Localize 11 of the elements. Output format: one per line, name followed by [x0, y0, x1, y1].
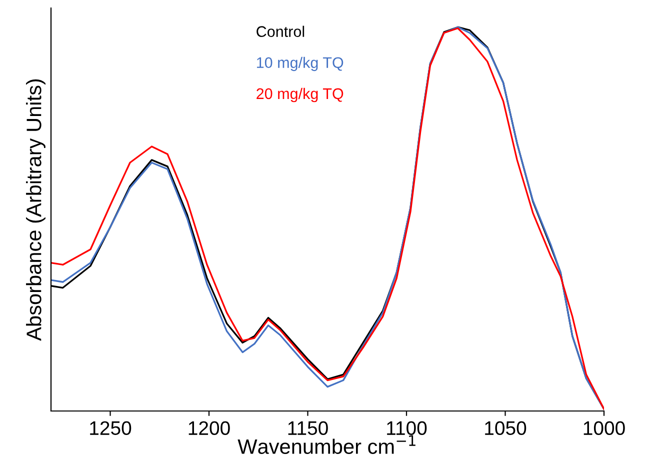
text: Control: [256, 26, 304, 37]
text: 20 mg/kg TQ: [256, 88, 344, 102]
x-axis-title: Wavenumber cm$^{−1}$: [238, 435, 416, 454]
x-tick-label: 1100: [387, 421, 427, 436]
x-tick-label: 1000: [584, 421, 625, 436]
x-tick-label: 1250: [90, 421, 132, 436]
x-tick-label: 1050: [485, 421, 526, 436]
x-tick-label: 1150: [288, 421, 328, 436]
y-axis-title: Absorbance (Arbitrary Units): [26, 79, 46, 341]
text: 10 mg/kg TQ: [257, 56, 344, 72]
x-tick-label: 1200: [188, 421, 230, 436]
